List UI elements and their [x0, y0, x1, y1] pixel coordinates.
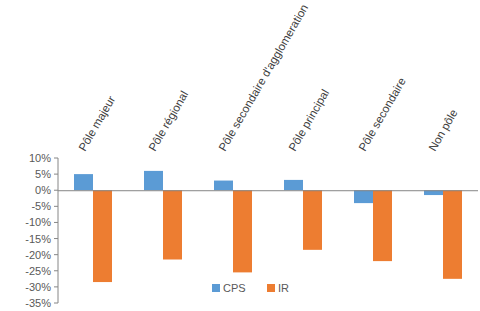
y-tick-label: -30% [25, 281, 51, 293]
y-tick [54, 206, 58, 207]
bar [93, 190, 112, 282]
bar [443, 190, 462, 279]
bar [303, 190, 322, 250]
bar [233, 190, 252, 272]
y-tick [54, 190, 58, 191]
y-tick-label: 10% [29, 152, 51, 164]
chart-svg: -35% -30% -25% -20% -15% -10% -5% 0% 5% 10% Pôle m… [0, 0, 480, 311]
y-tick [54, 174, 58, 175]
y-tick [54, 254, 58, 255]
category-label: Non pôle [426, 107, 459, 153]
y-tick-label: -10% [25, 216, 51, 228]
chart-container: -35% -30% -25% -20% -15% -10% -5% 0% 5% 10% Pôle m… [0, 0, 480, 311]
bar [214, 181, 233, 191]
y-tick-label: -20% [25, 249, 51, 261]
y-tick [54, 286, 58, 287]
y-axis-line [58, 158, 59, 303]
legend-swatch [212, 284, 220, 292]
y-tick-label: -35% [25, 297, 51, 309]
category-label: Pôle secondaire [356, 76, 408, 153]
y-tick [54, 303, 58, 304]
bar [284, 180, 303, 190]
y-tick-label: -25% [25, 265, 51, 277]
x-axis-line [58, 190, 478, 191]
y-tick-label: 5% [35, 168, 51, 180]
y-tick [54, 270, 58, 271]
bars [74, 171, 462, 282]
bar [74, 174, 93, 190]
bar [373, 190, 392, 261]
category-label: Pôle régional [146, 89, 190, 153]
y-tick-label: -15% [25, 233, 51, 245]
legend-swatch [267, 284, 275, 292]
y-tick-label: -5% [31, 200, 51, 212]
category-label: Pôle majeur [76, 94, 117, 153]
y-tick [54, 238, 58, 239]
legend-label: CPS [223, 282, 246, 294]
legend-label: IR [278, 282, 289, 294]
y-tick-label: 0% [35, 184, 51, 196]
y-tick [54, 158, 58, 159]
bar [163, 190, 182, 259]
bar [354, 190, 373, 203]
category-label: Pôle principal [286, 87, 331, 153]
y-tick [54, 222, 58, 223]
bar [144, 171, 163, 190]
legend: CPS IR [212, 282, 289, 294]
